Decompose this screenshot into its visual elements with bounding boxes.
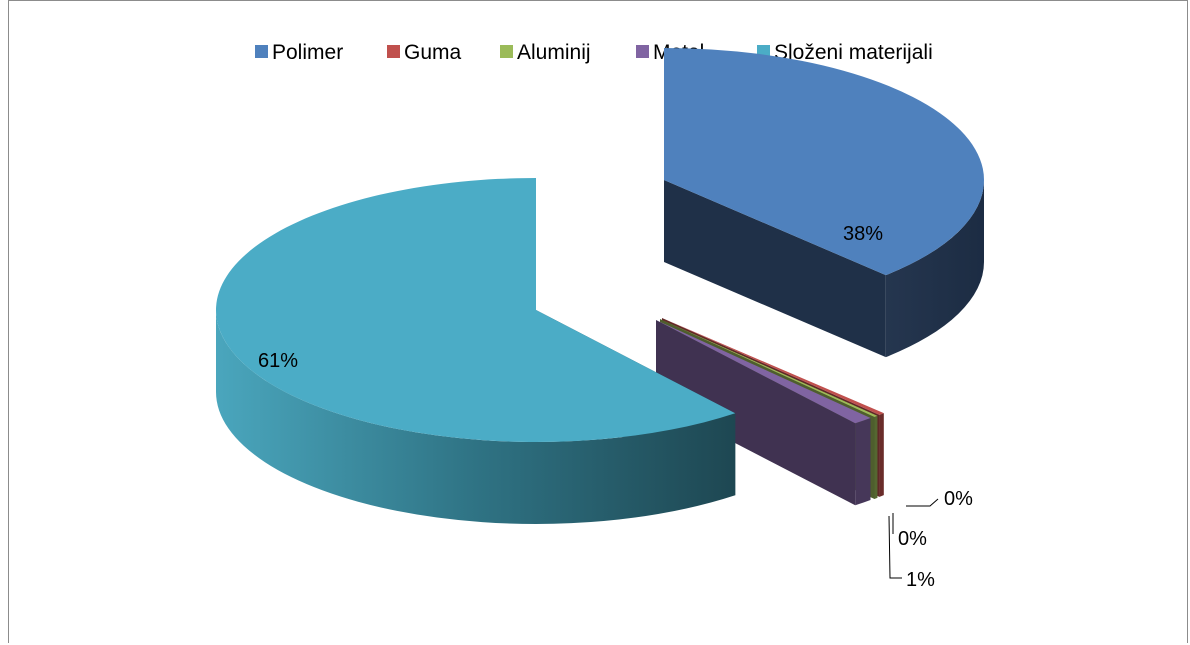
- data-label-guma: 0%: [944, 488, 973, 510]
- data-label-aluminij: 0%: [898, 528, 927, 550]
- data-label-slozeni-materijali: 61%: [258, 350, 298, 372]
- slice-side-aluminij: [874, 415, 878, 499]
- data-labels: 38% 0% 0% 1% 61%: [258, 223, 973, 591]
- legend-label-slozeni-materijali: Složeni materijali: [774, 41, 933, 64]
- slice-top-metal: [656, 320, 871, 424]
- slice-top-aluminij: [660, 319, 878, 417]
- slice-side-guma: [879, 413, 884, 497]
- legend-label-polimer: Polimer: [272, 41, 343, 64]
- leader-lines: [888, 498, 939, 579]
- leader-line-metal: [888, 515, 902, 579]
- slice-top-polimer: [664, 48, 984, 276]
- data-label-polimer: 38%: [843, 223, 883, 245]
- legend-swatch-metal: [636, 45, 649, 58]
- slice-wall-polimer: [664, 180, 886, 358]
- pie-tops: [216, 48, 984, 442]
- data-label-metal: 1%: [906, 569, 935, 591]
- legend: PolimerGumaAluminijMetalSloženi materija…: [255, 41, 933, 64]
- legend-swatch-guma: [387, 45, 400, 58]
- slice-wall-metal: [656, 320, 856, 506]
- slice-top-guma: [662, 318, 884, 415]
- legend-swatch-polimer: [255, 45, 268, 58]
- chart-frame: [8, 0, 1188, 643]
- leader-line-guma: [906, 498, 939, 507]
- legend-swatch-aluminij: [500, 45, 513, 58]
- slice-side-polimer: [885, 180, 984, 358]
- slice-side-metal: [855, 417, 871, 506]
- legend-label-guma: Guma: [404, 41, 462, 64]
- slice-top-slozeni-materijali: [216, 178, 736, 442]
- legend-label-aluminij: Aluminij: [517, 41, 591, 64]
- slice-side-slozeni-materijali: [215, 310, 736, 525]
